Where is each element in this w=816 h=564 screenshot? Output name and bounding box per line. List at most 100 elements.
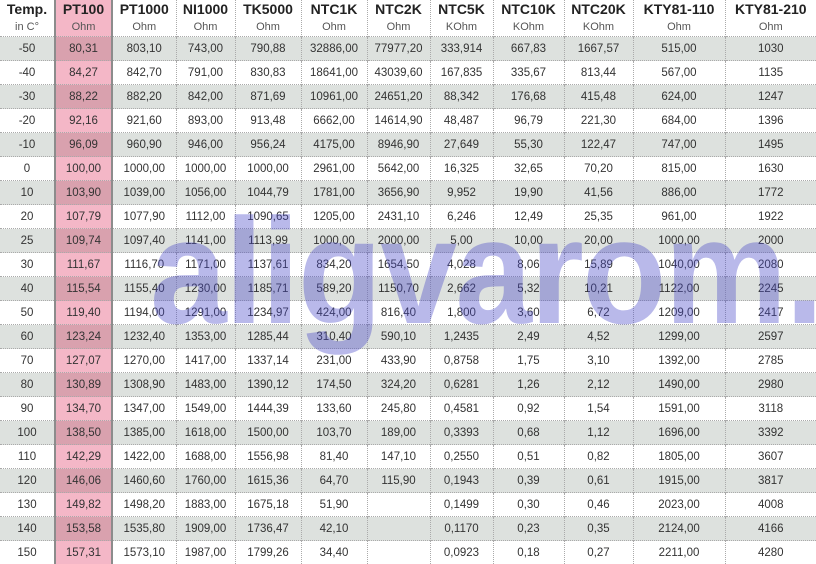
value-cell: 813,44	[564, 61, 633, 85]
column-unit: KOhm	[565, 20, 633, 35]
value-cell: 0,23	[493, 517, 564, 541]
value-cell: 43039,60	[367, 61, 430, 85]
value-cell: 34,40	[301, 541, 367, 564]
value-cell: 42,10	[301, 517, 367, 541]
value-cell: 96,79	[493, 109, 564, 133]
value-cell: 424,00	[301, 301, 367, 325]
temperature-cell: 20	[0, 205, 55, 229]
value-cell: 4166	[725, 517, 816, 541]
value-cell: 1,54	[564, 397, 633, 421]
value-cell: 2,49	[493, 325, 564, 349]
temperature-cell: 100	[0, 421, 55, 445]
temperature-cell: 40	[0, 277, 55, 301]
column-unit: Ohm	[726, 20, 816, 35]
value-cell: 0,82	[564, 445, 633, 469]
value-cell: 84,27	[55, 61, 112, 85]
value-cell: 1490,00	[633, 373, 725, 397]
temperature-cell: 120	[0, 469, 55, 493]
value-cell: 1347,00	[112, 397, 176, 421]
value-cell: 2124,00	[633, 517, 725, 541]
value-cell: 1549,00	[176, 397, 235, 421]
value-cell: 2785	[725, 349, 816, 373]
value-cell: 1385,00	[112, 421, 176, 445]
value-cell: 70,20	[564, 157, 633, 181]
value-cell: 146,06	[55, 469, 112, 493]
value-cell: 1000,00	[301, 229, 367, 253]
temperature-cell: -20	[0, 109, 55, 133]
value-cell: 4008	[725, 493, 816, 517]
value-cell: 1483,00	[176, 373, 235, 397]
column-name: TK5000	[236, 2, 301, 17]
value-cell: 684,00	[633, 109, 725, 133]
temperature-cell: 25	[0, 229, 55, 253]
value-cell: 333,914	[430, 37, 493, 61]
column-header-kty81-210: KTY81-210 Ohm	[725, 0, 816, 37]
column-unit: Ohm	[56, 20, 111, 35]
value-cell: 0,1499	[430, 493, 493, 517]
value-cell: 55,30	[493, 133, 564, 157]
value-cell: 122,47	[564, 133, 633, 157]
value-cell: 1044,79	[235, 181, 301, 205]
value-cell: 2,12	[564, 373, 633, 397]
value-cell: 0,1943	[430, 469, 493, 493]
value-cell: 960,90	[112, 133, 176, 157]
value-cell: 1498,20	[112, 493, 176, 517]
value-cell: 842,00	[176, 85, 235, 109]
value-cell: 433,90	[367, 349, 430, 373]
value-cell: 103,90	[55, 181, 112, 205]
value-cell: 0,0923	[430, 541, 493, 564]
value-cell	[367, 517, 430, 541]
value-cell: 14614,90	[367, 109, 430, 133]
value-cell: 1232,40	[112, 325, 176, 349]
value-cell: 0,61	[564, 469, 633, 493]
value-cell: 3656,90	[367, 181, 430, 205]
value-cell: 0,68	[493, 421, 564, 445]
value-cell: 3118	[725, 397, 816, 421]
value-cell: 1337,14	[235, 349, 301, 373]
value-cell: 1000,00	[176, 157, 235, 181]
value-cell: 77977,20	[367, 37, 430, 61]
value-cell: 8,06	[493, 253, 564, 277]
value-cell: 1194,00	[112, 301, 176, 325]
value-cell: 1,800	[430, 301, 493, 325]
value-cell: 100,00	[55, 157, 112, 181]
column-name: NI1000	[177, 2, 235, 17]
value-cell: 1396	[725, 109, 816, 133]
value-cell: 2,662	[430, 277, 493, 301]
value-cell: 324,20	[367, 373, 430, 397]
value-cell: 1185,71	[235, 277, 301, 301]
value-cell: 138,50	[55, 421, 112, 445]
value-cell: 153,58	[55, 517, 112, 541]
column-unit: Ohm	[634, 20, 725, 35]
value-cell: 1040,00	[633, 253, 725, 277]
temperature-cell: 150	[0, 541, 55, 564]
value-cell	[367, 541, 430, 564]
temperature-cell: -30	[0, 85, 55, 109]
value-cell: 4,028	[430, 253, 493, 277]
value-cell: 92,16	[55, 109, 112, 133]
column-name: KTY81-210	[726, 2, 816, 17]
value-cell: 1573,10	[112, 541, 176, 564]
value-cell: 1112,00	[176, 205, 235, 229]
value-cell: 1,75	[493, 349, 564, 373]
value-cell: 10,00	[493, 229, 564, 253]
value-cell: 1696,00	[633, 421, 725, 445]
value-cell: 1056,00	[176, 181, 235, 205]
value-cell: 109,74	[55, 229, 112, 253]
value-cell: 834,20	[301, 253, 367, 277]
value-cell: 1,12	[564, 421, 633, 445]
value-cell: 335,67	[493, 61, 564, 85]
value-cell: 1039,00	[112, 181, 176, 205]
temperature-cell: 60	[0, 325, 55, 349]
value-cell: 231,00	[301, 349, 367, 373]
value-cell: 415,48	[564, 85, 633, 109]
value-cell: 130,89	[55, 373, 112, 397]
value-cell: 1495	[725, 133, 816, 157]
value-cell: 1247	[725, 85, 816, 109]
value-cell: 1171,00	[176, 253, 235, 277]
value-cell: 310,40	[301, 325, 367, 349]
